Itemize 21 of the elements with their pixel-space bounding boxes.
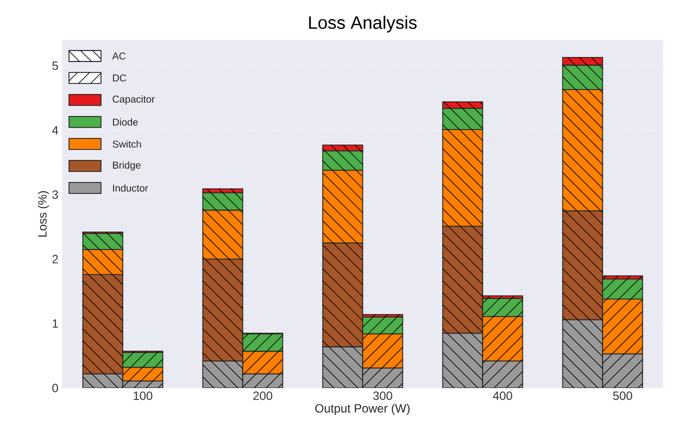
x-tick-label: 400 bbox=[492, 392, 512, 400]
legend-label: Diode bbox=[113, 118, 138, 126]
y-axis-title: Loss (%) bbox=[38, 191, 49, 237]
y-tick-label: 4 bbox=[52, 126, 58, 134]
y-tick-label: 5 bbox=[52, 62, 58, 70]
legend-label: DC bbox=[113, 74, 126, 82]
x-tick-label: 100 bbox=[134, 392, 152, 400]
x-tick-label: 500 bbox=[613, 392, 632, 400]
legend-label: Bridge bbox=[113, 161, 141, 171]
y-tick-label: 3 bbox=[52, 190, 58, 199]
y-tick-label: 0 bbox=[52, 384, 58, 392]
x-axis-title: Output Power (W) bbox=[315, 404, 410, 415]
legend-label: AC bbox=[112, 52, 126, 60]
legend-label: Switch bbox=[112, 140, 141, 148]
x-tick-label: 200 bbox=[253, 392, 272, 400]
y-tick-label: 2 bbox=[52, 254, 58, 264]
legend-label: Capacitor bbox=[112, 95, 155, 105]
x-tick-label: 300 bbox=[373, 392, 392, 400]
legend-label: Inductor bbox=[113, 184, 148, 192]
y-tick-label: 1 bbox=[52, 319, 58, 328]
chart-title: Loss Analysis bbox=[309, 16, 417, 32]
